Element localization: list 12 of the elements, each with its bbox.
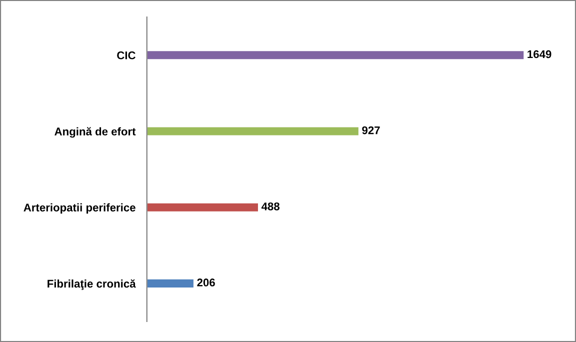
data-label: 927 [362,126,380,134]
bar [146,50,524,60]
y-tick-label: Angină de efort [54,127,136,138]
bar [146,202,260,212]
y-tick-label: Fibrilaţie cronică [48,279,136,290]
bar [146,278,195,289]
data-label: 488 [261,202,280,210]
data-label: 206 [197,278,215,286]
bar [146,126,360,136]
y-tick-label: CIC [117,51,136,60]
y-tick-label: Arteriopatii periferice [24,203,136,214]
data-label: 1649 [528,50,552,58]
